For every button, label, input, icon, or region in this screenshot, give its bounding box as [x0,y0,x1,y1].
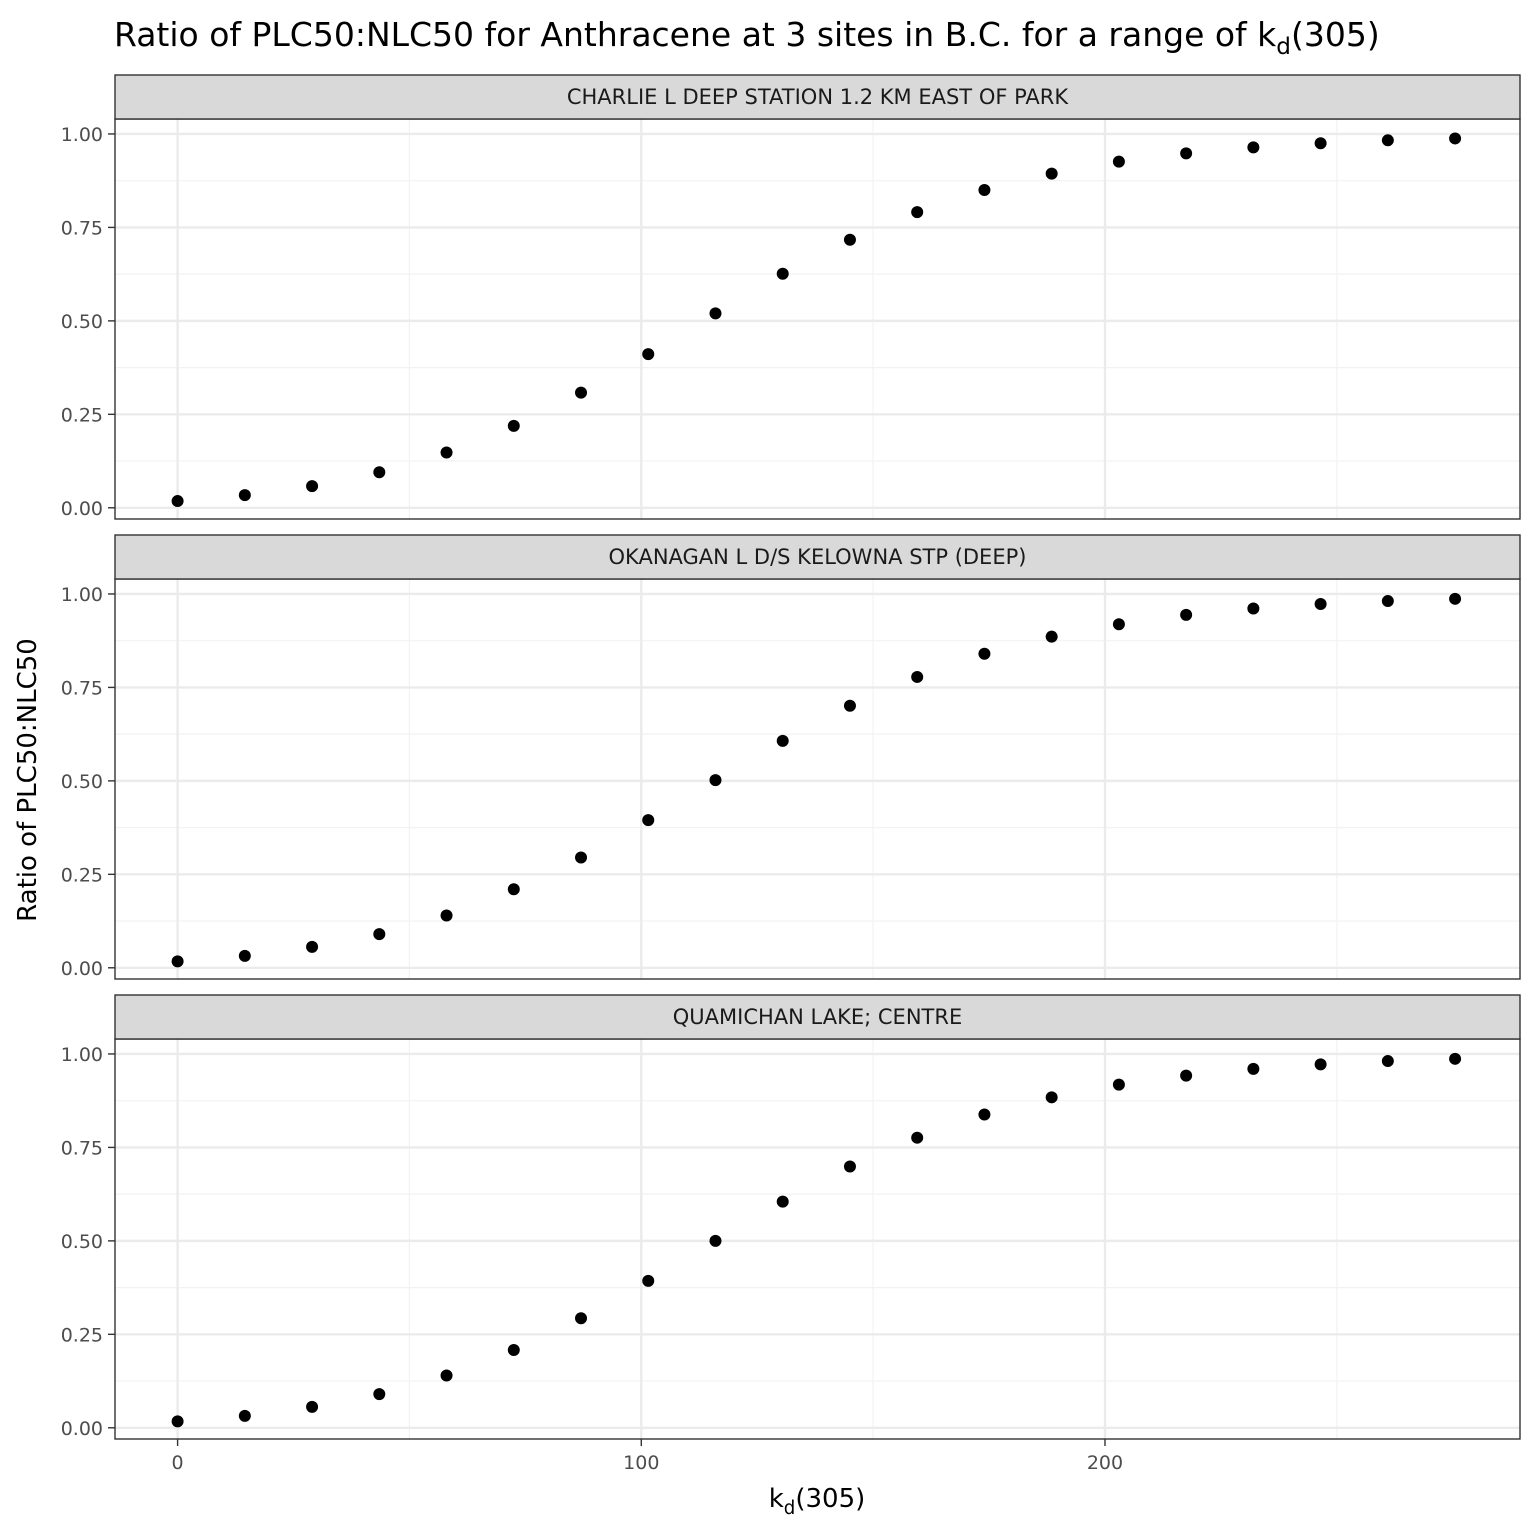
data-point [306,1400,319,1413]
data-point [507,883,520,896]
chart-title: Ratio of PLC50:NLC50 for Anthracene at 3… [114,15,1380,60]
plot-background [115,1039,1520,1439]
data-point [776,267,789,280]
data-point [1247,602,1260,615]
x-tick-label: 0 [172,1452,184,1474]
data-point [1314,1058,1327,1071]
y-tick-label: 0.25 [61,1324,103,1346]
data-point [642,814,655,827]
data-point [1449,592,1462,605]
data-point [642,348,655,361]
data-point [1314,137,1327,150]
data-point [709,1234,722,1247]
facet-strip [114,74,1521,120]
y-tick-label: 1.00 [61,584,103,606]
x-tick-label: 200 [1087,1452,1123,1474]
data-point [1247,1062,1260,1075]
data-point [238,949,251,962]
data-point [306,940,319,953]
data-point [373,466,386,479]
data-point [1112,618,1125,631]
data-point [575,851,588,864]
y-tick-label: 1.00 [61,1044,103,1066]
data-point [373,928,386,941]
facet-panel: OKANAGAN L D/S KELOWNA STP (DEEP) 0.00 0.2… [61,534,1521,980]
data-point [507,419,520,432]
data-point [306,480,319,493]
data-point [978,1108,991,1121]
data-point [171,955,184,968]
x-tick-label: 100 [623,1452,659,1474]
facet-panel: CHARLIE L DEEP STATION 1.2 KM EAST OF PA… [61,74,1521,520]
data-point [440,1369,453,1382]
data-point [776,734,789,747]
facet-panel: QUAMICHAN LAKE; CENTRE 0.00 0.25 0.50 0.75 1.… [61,994,1521,1440]
facet-strip [114,994,1521,1040]
data-point [373,1388,386,1401]
data-point [1045,630,1058,643]
data-point [1180,1069,1193,1082]
data-point [1314,598,1327,611]
data-point [911,206,924,219]
data-point [575,1312,588,1325]
data-point [1045,1091,1058,1104]
data-point [1381,134,1394,147]
data-point [709,774,722,787]
data-point [642,1274,655,1287]
data-point [978,647,991,660]
y-tick-label: 0.50 [61,311,103,333]
y-tick-label: 0.00 [61,1418,103,1440]
x-axis-title: kd(305) [769,1484,866,1519]
plot-background [115,579,1520,979]
data-point [1112,1078,1125,1091]
y-tick-label: 0.50 [61,1231,103,1253]
x-axis: 0 100 200 [172,1439,1123,1474]
data-point [171,1415,184,1428]
facet-strip [114,534,1521,580]
data-point [709,307,722,320]
plot-background [115,119,1520,519]
data-point [1381,595,1394,608]
data-point [843,699,856,712]
y-tick-label: 0.25 [61,864,103,886]
y-tick-label: 0.25 [61,404,103,426]
y-tick-label: 0.75 [61,217,103,239]
data-point [1112,155,1125,168]
data-point [911,1131,924,1144]
data-point [843,1160,856,1173]
data-point [1180,608,1193,621]
y-axis-title: Ratio of PLC50:NLC50 [13,638,43,922]
y-tick-label: 0.00 [61,958,103,980]
data-point [1449,1052,1462,1065]
data-point [1180,147,1193,160]
facet-strip-label: QUAMICHAN LAKE; CENTRE [673,1005,962,1029]
data-point [238,1409,251,1422]
facet-strip-label: OKANAGAN L D/S KELOWNA STP (DEEP) [609,545,1027,569]
y-tick-label: 0.50 [61,771,103,793]
data-point [507,1344,520,1357]
data-point [1449,132,1462,145]
data-point [575,386,588,399]
data-point [440,909,453,922]
data-point [776,1195,789,1208]
data-point [440,446,453,459]
data-point [978,184,991,197]
facet-panels: CHARLIE L DEEP STATION 1.2 KM EAST OF PA… [61,74,1521,1440]
facet-strip-label: CHARLIE L DEEP STATION 1.2 KM EAST OF PA… [567,85,1070,109]
data-point [843,233,856,246]
data-point [171,495,184,508]
data-point [911,670,924,683]
y-tick-label: 0.00 [61,498,103,520]
y-tick-label: 0.75 [61,677,103,699]
data-point [1381,1055,1394,1068]
y-tick-label: 0.75 [61,1137,103,1159]
data-point [1045,167,1058,180]
y-tick-label: 1.00 [61,124,103,146]
data-point [1247,141,1260,154]
data-point [238,489,251,502]
